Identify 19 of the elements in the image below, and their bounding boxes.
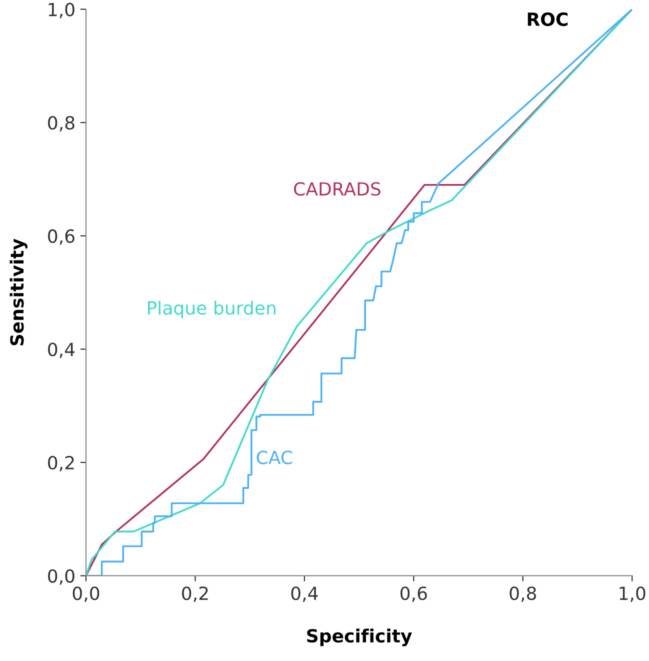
x-tick-label: 0,2 — [182, 586, 208, 602]
series-label: Plaque burden — [148, 300, 276, 318]
y-tick-label: 1,0 — [48, 2, 74, 18]
x-tick-label: 0,6 — [400, 586, 427, 602]
series-label: CAC — [256, 450, 292, 464]
y-tick-label: 0,8 — [48, 116, 74, 132]
line-series — [86, 9, 632, 576]
x-tick-label: 0,0 — [72, 586, 100, 602]
x-axis-title: Specificity — [307, 628, 412, 646]
y-tick-label: 0,6 — [48, 229, 74, 245]
y-axis-title: Sensitivity — [10, 238, 28, 346]
series-label: CADRADS — [294, 182, 380, 196]
y-tick-label: 0,0 — [48, 569, 74, 585]
chart-title: ROC — [528, 12, 568, 26]
y-tick-label: 0,2 — [48, 456, 74, 472]
x-tick-label: 0,4 — [291, 586, 318, 602]
x-tick-label: 0,8 — [510, 586, 536, 602]
x-tick-label: 1,0 — [620, 586, 646, 602]
y-tick-label: 0,4 — [48, 342, 75, 358]
